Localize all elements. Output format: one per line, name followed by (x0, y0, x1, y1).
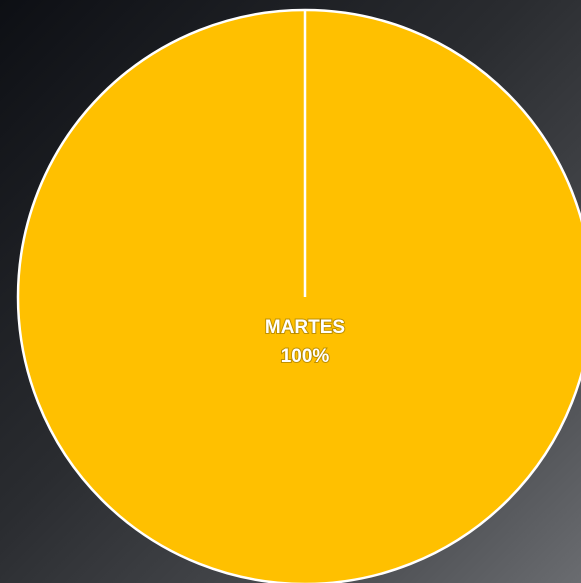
pie-slice (18, 10, 581, 583)
pie: MARTES 100% (18, 10, 581, 583)
page: MARTES100% (() => { const data = JSON.pa… (0, 0, 581, 583)
chart: MARTES 100% (0, 0, 581, 583)
slice-value-label: 100% (281, 346, 330, 367)
slice-category-label: MARTES (265, 317, 345, 338)
